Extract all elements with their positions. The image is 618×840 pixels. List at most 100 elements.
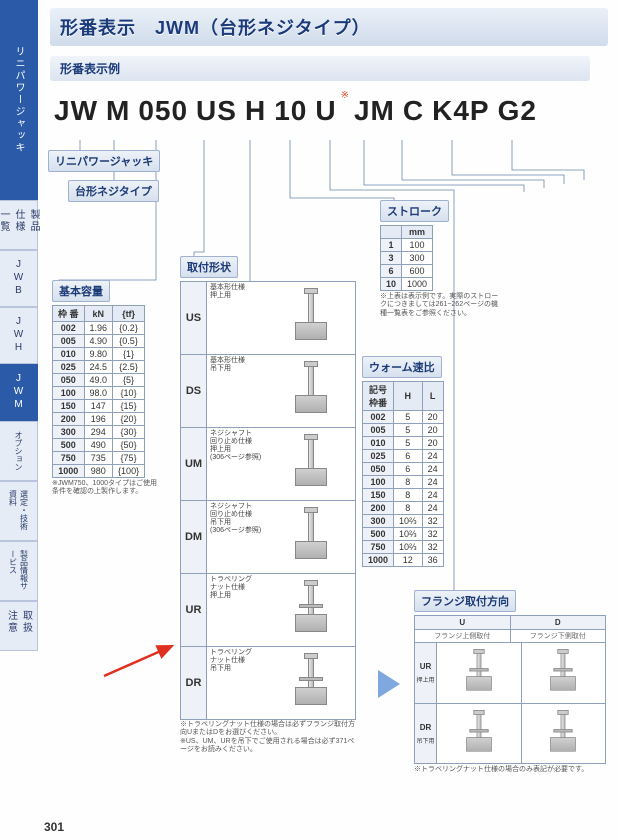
table-row: 200196{20}: [53, 413, 145, 426]
flange-row-dr: DR吊下用: [415, 703, 605, 763]
capacity-block: 基本容量 枠 番kN{tf}0021.96{0.2}0054.90{0.5}01…: [52, 280, 162, 497]
model-seg-3: US: [192, 95, 241, 127]
mount-card-dm: DMネジシャフト 回り止め仕様 吊下用 (306ページ参照): [180, 500, 356, 574]
flange-block: フランジ取付方向 U D フランジ上側取付 フランジ下側取付 UR押上用DR吊下…: [414, 590, 606, 774]
nav-item-1[interactable]: JWB: [0, 250, 38, 307]
nav-item-7[interactable]: 取扱注意: [0, 601, 38, 651]
table-row: 1100: [381, 239, 433, 252]
mounting-block: 取付形状 US基本形仕様 押上用DS基本形仕様 吊下用UMネジシャフト 回り止め…: [180, 256, 356, 755]
mount-desc: ネジシャフト 回り止め仕様 押上用 (306ページ参照): [207, 428, 267, 500]
mount-card-ds: DS基本形仕様 吊下用: [180, 354, 356, 428]
stroke-table: mm110033006600101000: [380, 225, 433, 291]
jack-thumb-icon: [522, 643, 606, 703]
breakdown-diagram: リニパワージャッキ 台形ネジタイプ 基本容量 枠 番kN{tf}0021.96{…: [44, 140, 614, 800]
table-row: 005520: [363, 424, 444, 437]
model-seg-4: H: [241, 95, 270, 127]
capacity-table: 枠 番kN{tf}0021.96{0.2}0054.90{0.5}0109.80…: [52, 305, 145, 478]
mount-card-dr: DRトラベリング ナット仕様 吊下用: [180, 646, 356, 720]
model-footnote-icon: ※: [341, 90, 350, 101]
mount-card-um: UMネジシャフト 回り止め仕様 押上用 (306ページ参照): [180, 427, 356, 501]
nav-item-5[interactable]: 選定・技術資料: [0, 481, 38, 541]
page-number: 301: [44, 820, 64, 834]
model-seg-10: G2: [494, 95, 541, 127]
nav-item-4[interactable]: オプション: [0, 421, 38, 481]
callout-trapezoid: 台形ネジタイプ: [68, 180, 159, 202]
model-seg-1: M: [102, 95, 134, 127]
table-row: 6600: [381, 265, 433, 278]
model-number-string: JWM050USH10U※JMCK4PG2: [50, 95, 608, 127]
page-header-area: 形番表示 JWM（台形ネジタイプ） 形番表示例 JWM050USH10U※JMC…: [44, 0, 614, 127]
left-nav: リニパワージャッキ 製品仕様一覧 JWB JWH JWM オプション 選定・技術…: [0, 0, 38, 840]
table-row: 200824: [363, 502, 444, 515]
page-title: 形番表示 JWM（台形ネジタイプ）: [50, 8, 608, 46]
mount-card-ur: URトラベリング ナット仕様 押上用: [180, 573, 356, 647]
jack-thumb-icon: [267, 428, 355, 500]
table-row: 75010⅔32: [363, 541, 444, 554]
model-seg-6: U: [311, 95, 340, 127]
wormratio-block: ウォーム速比 記号 枠番HL00252000552001052002562405…: [362, 356, 444, 567]
mount-code: DS: [181, 355, 207, 427]
big-arrow-icon: [378, 670, 400, 698]
mount-code: DR: [181, 647, 207, 719]
model-seg-7: JM: [350, 95, 399, 127]
mount-code: DM: [181, 501, 207, 573]
table-row: 1000980{100}: [53, 465, 145, 478]
flange-col-d: D: [511, 616, 606, 630]
nav-item-3[interactable]: JWM: [0, 364, 38, 421]
table-row: 0109.80{1}: [53, 348, 145, 361]
page-subtitle: 形番表示例: [50, 56, 590, 81]
flange-head: フランジ取付方向: [414, 590, 516, 612]
capacity-head: 基本容量: [52, 280, 110, 302]
mount-desc: トラベリング ナット仕様 押上用: [207, 574, 267, 646]
jack-thumb-icon: [267, 355, 355, 427]
table-row: 025624: [363, 450, 444, 463]
mount-desc: ネジシャフト 回り止め仕様 吊下用 (306ページ参照): [207, 501, 267, 573]
nav-main-tab[interactable]: リニパワージャッキ: [0, 0, 38, 200]
flange-note: ※トラベリングナット仕様の場合のみ表記が必要です。: [414, 766, 606, 774]
nav-item-0[interactable]: 製品仕様一覧: [0, 200, 38, 250]
table-row: 300294{30}: [53, 426, 145, 439]
jack-thumb-icon: [267, 574, 355, 646]
red-arrow-overlay: [100, 640, 180, 680]
flange-row-ur: UR押上用: [415, 643, 605, 703]
table-row: 10001236: [363, 554, 444, 567]
model-seg-5: 10: [270, 95, 311, 127]
table-row: 150824: [363, 489, 444, 502]
mount-desc: 基本形仕様 押上用: [207, 282, 267, 354]
model-seg-0: JW: [50, 95, 102, 127]
table-row: 05049.0{5}: [53, 374, 145, 387]
nav-item-6[interactable]: 製品情報サービス: [0, 541, 38, 601]
model-seg-2: 050: [134, 95, 192, 127]
flange-col-d-sub: フランジ下側取付: [511, 630, 606, 643]
stroke-block: ストローク mm110033006600101000 ※上表は表示例です。実際の…: [380, 200, 500, 318]
callout-linipower: リニパワージャッキ: [48, 150, 160, 172]
table-row: 50010⅔32: [363, 528, 444, 541]
flange-row-label: DR吊下用: [415, 704, 437, 763]
flange-row-label: UR押上用: [415, 643, 437, 703]
table-row: 02524.5{2.5}: [53, 361, 145, 374]
mounting-head: 取付形状: [180, 256, 238, 278]
mounting-note: ※トラベリングナット仕様の場合は必ずフランジ取付方向UまたはDをお選びください。…: [180, 721, 356, 755]
jack-thumb-icon: [267, 647, 355, 719]
table-row: 30010⅔32: [363, 515, 444, 528]
table-row: 002520: [363, 411, 444, 424]
capacity-note: ※JWM750、1000タイプはご使用条件を確認の上製作します。: [52, 480, 162, 497]
wormratio-table: 記号 枠番HL002520005520010520025624050624100…: [362, 381, 444, 567]
mount-card-us: US基本形仕様 押上用: [180, 281, 356, 355]
table-row: 150147{15}: [53, 400, 145, 413]
table-row: 750735{75}: [53, 452, 145, 465]
table-row: 050624: [363, 463, 444, 476]
model-seg-9: K4P: [428, 95, 493, 127]
flange-panel: U D フランジ上側取付 フランジ下側取付 UR押上用DR吊下用: [414, 615, 606, 764]
table-row: 010520: [363, 437, 444, 450]
mount-desc: 基本形仕様 吊下用: [207, 355, 267, 427]
flange-col-u-sub: フランジ上側取付: [415, 630, 511, 643]
flange-col-u: U: [415, 616, 511, 630]
mount-code: UR: [181, 574, 207, 646]
jack-thumb-icon: [267, 501, 355, 573]
jack-thumb-icon: [437, 704, 522, 763]
stroke-note: ※上表は表示例です。実際のストロークにつきましては261~262ページの機種一覧…: [380, 293, 500, 318]
stroke-head: ストローク: [380, 200, 449, 222]
nav-item-2[interactable]: JWH: [0, 307, 38, 364]
table-row: 100824: [363, 476, 444, 489]
